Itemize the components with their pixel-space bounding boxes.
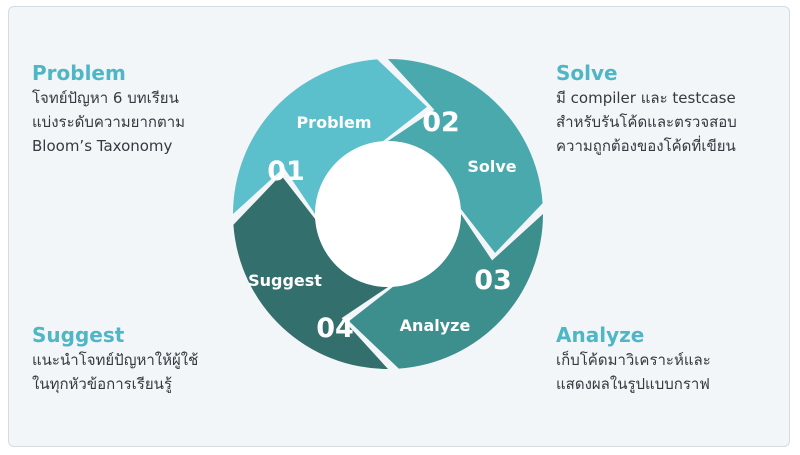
problem-line: โจทย์ปัญหา 6 บทเรียน	[32, 89, 179, 107]
problem-line: แบ่งระดับความยากตาม	[32, 113, 186, 131]
solve-line: มี compiler และ testcase	[556, 89, 736, 107]
cycle-segment-problem	[233, 59, 427, 215]
analyze-line: แสดงผลในรูปแบบกราฟ	[556, 375, 710, 393]
segment-label-analyze: Analyze	[400, 316, 471, 335]
analyze-description: Analyze เก็บโค้ดมาวิเคราะห์และ แสดงผลในร…	[556, 322, 711, 396]
cycle-segment-suggest	[233, 175, 388, 369]
solve-line: สำหรับรันโค้ดและตรวจสอบ	[556, 113, 737, 131]
suggest-title: Suggest	[32, 323, 125, 347]
segment-label-problem: Problem	[296, 113, 371, 132]
solve-line: ความถูกต้องของโค้ดที่เขียน	[556, 137, 736, 155]
suggest-line: ในทุกหัวข้อการเรียนรู้	[32, 375, 172, 393]
analyze-title: Analyze	[556, 323, 645, 347]
segment-number-03: 03	[474, 265, 512, 296]
cycle-segment-analyze	[349, 214, 543, 369]
cycle-center	[315, 141, 461, 287]
suggest-description: Suggest แนะนำโจทย์ปัญหาให้ผู้ใช้ ในทุกหั…	[32, 322, 198, 396]
suggest-line: แนะนำโจทย์ปัญหาให้ผู้ใช้	[32, 351, 199, 369]
solve-title: Solve	[556, 61, 618, 85]
segment-number-04: 04	[316, 313, 354, 344]
segment-number-02: 02	[422, 107, 460, 138]
cycle-segment-solve	[388, 59, 543, 253]
solve-description: Solve มี compiler และ testcase สำหรับรัน…	[556, 60, 737, 158]
problem-description: Problem โจทย์ปัญหา 6 บทเรียน แบ่งระดับคว…	[32, 60, 185, 158]
segment-label-solve: Solve	[467, 157, 516, 176]
problem-title: Problem	[32, 61, 126, 85]
analyze-line: เก็บโค้ดมาวิเคราะห์และ	[556, 351, 711, 369]
segment-number-01: 01	[267, 156, 305, 187]
segment-label-suggest: Suggest	[248, 271, 322, 290]
problem-line: Bloom’s Taxonomy	[32, 137, 173, 155]
